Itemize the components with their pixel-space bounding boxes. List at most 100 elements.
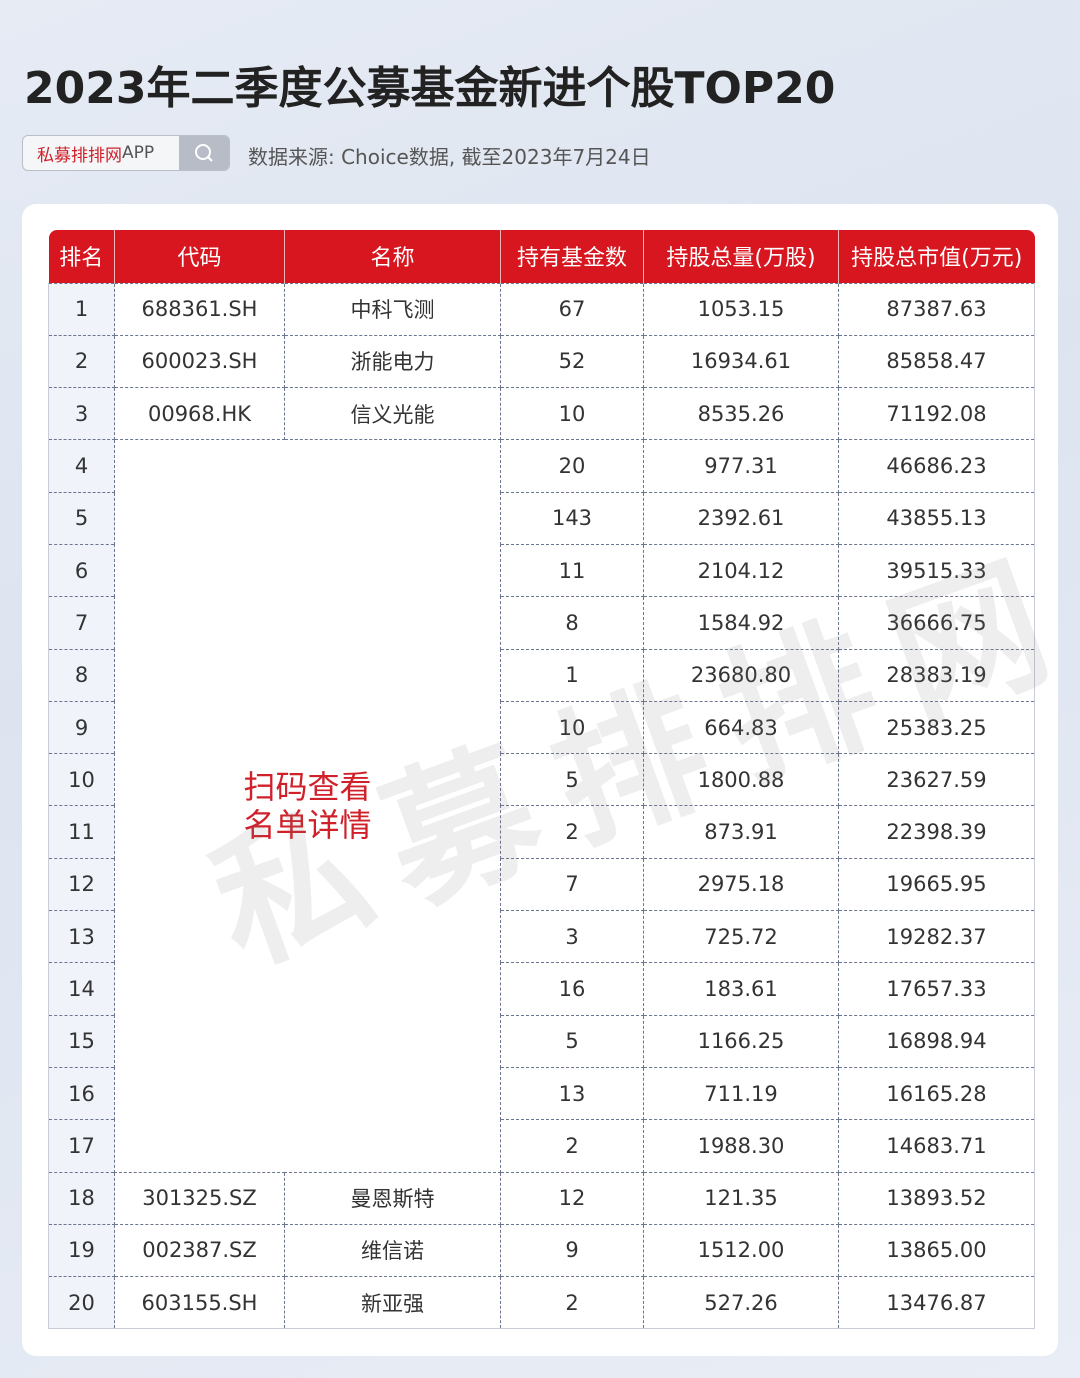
cell-shares: 1584.92 (643, 596, 839, 650)
cell-funds: 13 (500, 1066, 644, 1121)
cell-value: 19282.37 (838, 910, 1035, 964)
table-row: 20 603155.SH 新亚强 2 527.26 13476.87 (48, 1276, 1035, 1330)
cell-funds: 20 (500, 439, 644, 493)
cell-funds: 52 (500, 334, 644, 389)
column-header: 持股总市值(万元) (838, 230, 1035, 283)
cell-shares: 664.83 (643, 700, 839, 755)
cell-funds: 12 (500, 1171, 644, 1225)
cell-name: 信义光能 (284, 387, 501, 441)
cell-shares: 183.61 (643, 962, 839, 1016)
search-label: 私募排排网 APP (23, 136, 179, 170)
cell-value: 23627.59 (838, 753, 1035, 807)
table-row: 10 5 1800.88 23627.59 (48, 753, 1035, 807)
cell-value: 13476.87 (838, 1276, 1035, 1330)
cell-shares: 1988.30 (643, 1119, 839, 1173)
cell-shares: 2392.61 (643, 491, 839, 545)
cell-shares: 1512.00 (643, 1223, 839, 1278)
cell-value: 14683.71 (838, 1119, 1035, 1173)
cell-funds: 9 (500, 1223, 644, 1278)
cell-rank: 2 (48, 334, 115, 389)
cell-rank: 19 (48, 1223, 115, 1278)
note-line: 名单详情 (243, 805, 372, 844)
cell-rank: 1 (48, 282, 115, 336)
table-row: 1 688361.SH 中科飞测 67 1053.15 87387.63 (48, 282, 1035, 336)
cell-value: 13893.52 (838, 1171, 1035, 1225)
table-row: 2 600023.SH 浙能电力 52 16934.61 85858.47 (48, 334, 1035, 389)
search-box[interactable]: 私募排排网 APP (22, 135, 230, 171)
cell-funds: 2 (500, 805, 644, 859)
cell-shares: 23680.80 (643, 648, 839, 702)
table-row: 19 002387.SZ 维信诺 9 1512.00 13865.00 (48, 1223, 1035, 1278)
cell-shares: 2104.12 (643, 543, 839, 598)
cell-funds: 10 (500, 700, 644, 755)
cell-funds: 2 (500, 1119, 644, 1173)
cell-code: 688361.SH (114, 282, 285, 336)
cell-name: 新亚强 (284, 1276, 501, 1330)
table-row: 3 00968.HK 信义光能 10 8535.26 71192.08 (48, 387, 1035, 441)
cell-name: 曼恩斯特 (284, 1171, 501, 1225)
cell-funds: 143 (500, 491, 644, 545)
cell-value: 71192.08 (838, 387, 1035, 441)
cell-rank: 4 (48, 439, 115, 493)
cell-value: 39515.33 (838, 543, 1035, 598)
cell-shares: 711.19 (643, 1066, 839, 1121)
cell-value: 16898.94 (838, 1014, 1035, 1068)
brand-text: 私募排排网 (37, 145, 122, 166)
cell-funds: 7 (500, 857, 644, 912)
cell-funds: 8 (500, 596, 644, 650)
table-row: 9 10 664.83 25383.25 (48, 700, 1035, 755)
cell-rank: 12 (48, 857, 115, 912)
cell-funds: 16 (500, 962, 644, 1016)
cell-name: 中科飞测 (284, 282, 501, 336)
column-header: 持有基金数 (500, 230, 644, 283)
search-button[interactable] (179, 136, 229, 170)
table-row: 8 1 23680.80 28383.19 (48, 648, 1035, 702)
cell-rank: 7 (48, 596, 115, 650)
data-source: 数据来源: Choice数据, 截至2023年7月24日 (248, 145, 651, 169)
page-title: 2023年二季度公募基金新进个股TOP20 (24, 63, 836, 114)
cell-shares: 1800.88 (643, 753, 839, 807)
cell-funds: 10 (500, 387, 644, 441)
cell-shares: 1166.25 (643, 1014, 839, 1068)
cell-rank: 15 (48, 1014, 115, 1068)
cell-funds: 11 (500, 543, 644, 598)
cell-rank: 8 (48, 648, 115, 702)
cell-shares: 121.35 (643, 1171, 839, 1225)
column-header: 代码 (114, 230, 285, 283)
cell-funds: 67 (500, 282, 644, 336)
table-header: 排名 代码 名称 持有基金数 持股总量(万股) 持股总市值(万元) (48, 230, 1035, 283)
cell-value: 36666.75 (838, 596, 1035, 650)
cell-funds: 2 (500, 1276, 644, 1330)
cell-funds: 3 (500, 910, 644, 964)
cell-code: 301325.SZ (114, 1171, 285, 1225)
cell-value: 43855.13 (838, 491, 1035, 545)
cell-value: 25383.25 (838, 700, 1035, 755)
brand-suffix: APP (122, 143, 155, 163)
cell-value: 46686.23 (838, 439, 1035, 493)
cell-funds: 5 (500, 753, 644, 807)
cell-rank: 14 (48, 962, 115, 1016)
cell-shares: 1053.15 (643, 282, 839, 336)
cell-funds: 1 (500, 648, 644, 702)
cell-rank: 17 (48, 1119, 115, 1173)
table-row: 17 2 1988.30 14683.71 (48, 1119, 1035, 1173)
table-row: 4 扫码查看 名单详情 20 977.31 46686.23 (48, 439, 1035, 1173)
cell-rank: 9 (48, 700, 115, 755)
table-row: 18 301325.SZ 曼恩斯特 12 121.35 13893.52 (48, 1171, 1035, 1225)
cell-rank: 20 (48, 1276, 115, 1330)
cell-name: 维信诺 (284, 1223, 501, 1278)
cell-value: 17657.33 (838, 962, 1035, 1016)
cell-shares: 527.26 (643, 1276, 839, 1330)
table-row: 15 5 1166.25 16898.94 (48, 1014, 1035, 1068)
cell-value: 19665.95 (838, 857, 1035, 912)
cell-rank: 11 (48, 805, 115, 859)
cell-rank: 3 (48, 387, 115, 441)
merged-note-cell: 扫码查看 名单详情 (114, 439, 501, 1173)
cell-value: 22398.39 (838, 805, 1035, 859)
table-row: 7 8 1584.92 36666.75 (48, 596, 1035, 650)
cell-value: 85858.47 (838, 334, 1035, 389)
cell-rank: 10 (48, 753, 115, 807)
search-icon (195, 144, 213, 162)
cell-rank: 5 (48, 491, 115, 545)
cell-value: 87387.63 (838, 282, 1035, 336)
